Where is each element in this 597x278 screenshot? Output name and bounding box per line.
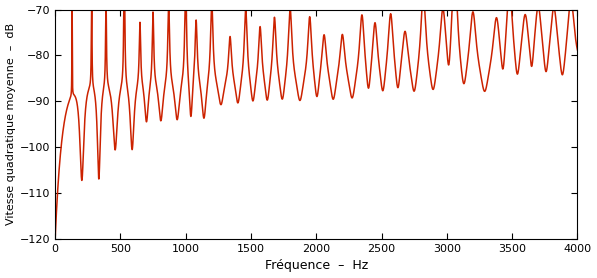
Y-axis label: Vitesse quadratique moyenne  –  dB: Vitesse quadratique moyenne – dB [5,23,16,225]
X-axis label: Fréquence  –  Hz: Fréquence – Hz [264,259,368,272]
